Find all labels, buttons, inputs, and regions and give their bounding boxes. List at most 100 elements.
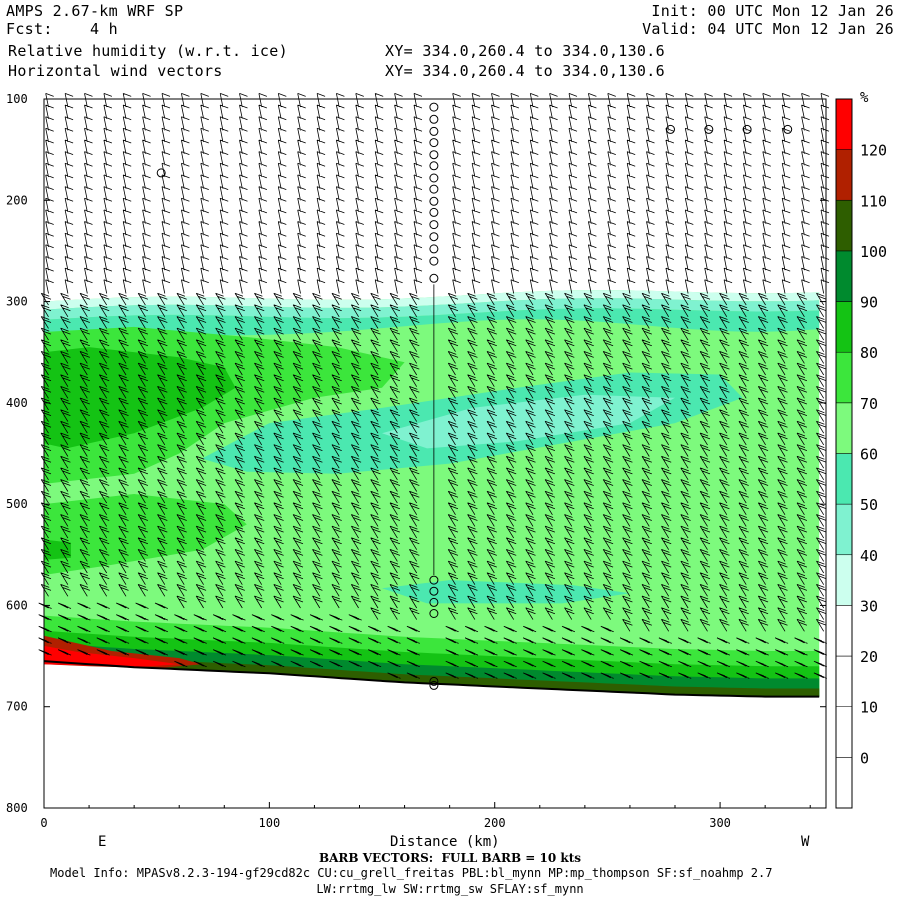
colorbar-tick-label: 0 — [860, 749, 869, 767]
forecast-hour: Fcst: 4 h — [6, 20, 118, 38]
calm-wind-marker — [429, 676, 439, 686]
y-tick-label: 800 — [6, 801, 28, 815]
colorbar-tick-label: 80 — [860, 344, 878, 362]
x-tick-label: 300 — [709, 816, 731, 830]
colorbar-segment — [835, 301, 853, 353]
calm-wind-layer — [156, 102, 793, 690]
rh-band-50-top — [44, 298, 820, 320]
colorbar-segment — [835, 655, 853, 707]
calm-wind-marker — [429, 138, 439, 148]
colorbar-tick-label: 100 — [860, 243, 887, 261]
rh-region-120-surface — [44, 645, 180, 668]
valid-time: Valid: 04 UTC Mon 12 Jan 26 — [642, 20, 894, 38]
model-info: Model Info: MPASv8.2.3-194-gf29cd82c CU:… — [50, 866, 773, 880]
colorbar-segment — [835, 200, 853, 252]
colorbar-frame — [835, 98, 853, 809]
calm-wind-marker — [429, 207, 439, 217]
colorbar-tick-label: 70 — [860, 395, 878, 413]
y-tick-label: 400 — [6, 396, 28, 410]
axes-layer: 100 200 300 400 500 600 700 800 0 100 200 300 — [6, 92, 827, 830]
calm-wind-marker — [742, 124, 752, 134]
calm-wind-marker — [704, 124, 714, 134]
calm-wind-marker — [429, 161, 439, 171]
colorbar-segment — [835, 402, 853, 454]
forecast-value: 4 h — [89, 20, 118, 38]
calm-wind-marker — [429, 609, 439, 618]
calm-wind-marker — [429, 575, 439, 585]
cross-section-coords-2: XY= 334.0,260.4 to 334.0,130.6 — [385, 62, 665, 80]
colorbar-segment — [835, 605, 853, 657]
x-axis-east-label: E — [98, 834, 107, 850]
colorbar-segment — [835, 98, 853, 150]
wind-barbs — [38, 93, 830, 679]
init-time: Init: 00 UTC Mon 12 Jan 26 — [651, 2, 894, 20]
calm-wind-marker — [429, 150, 439, 160]
rh-band-60-top — [44, 308, 820, 336]
x-tick-label: 200 — [484, 816, 506, 830]
calm-wind-marker — [429, 114, 439, 124]
x-tick-label: 0 — [40, 816, 47, 830]
y-tick-label: 500 — [6, 497, 28, 511]
calm-wind-marker — [156, 168, 166, 178]
colorbar-tick-label: 60 — [860, 446, 878, 464]
calm-wind-marker — [429, 680, 439, 690]
y-tick-label: 100 — [6, 92, 28, 106]
calm-wind-marker — [783, 124, 793, 134]
colorbar-segment — [835, 149, 853, 201]
colorbar-tick-label: 110 — [860, 192, 887, 210]
colorbar-segment — [835, 250, 853, 302]
calm-wind-marker — [429, 220, 439, 230]
calm-wind-marker — [429, 244, 439, 254]
colorbar-segment — [835, 503, 853, 555]
colorbar-layer: 0 10 20 30 40 50 60 70 80 90 100 110 120 — [835, 98, 887, 809]
y-tick-label: 200 — [6, 193, 28, 207]
colorbar-tick-label: 40 — [860, 547, 878, 565]
model-info-line2: LW:rrtmg_lw SW:rrtmg_sw SFLAY:sf_mynn — [316, 882, 584, 896]
colorbar-tick-label: 90 — [860, 294, 878, 312]
calm-wind-marker — [429, 256, 439, 266]
colorbar-tick-label: 50 — [860, 496, 878, 514]
calm-wind-marker — [429, 196, 439, 206]
field-name-rh: Relative humidity (w.r.t. ice) — [8, 42, 288, 60]
plot-frame — [43, 98, 827, 809]
calm-wind-marker — [666, 124, 675, 134]
calm-wind-marker — [429, 586, 439, 596]
colorbar-unit: % — [860, 90, 869, 106]
rh-band-40-top — [44, 290, 820, 310]
colorbar-segment — [835, 706, 853, 758]
calm-wind-marker — [429, 597, 439, 607]
rh-fill-layer — [43, 290, 820, 698]
calm-wind-marker — [429, 126, 439, 136]
x-axis-west-label: W — [801, 834, 810, 850]
x-axis-label: Distance (km) — [390, 834, 500, 850]
rh-region-50-mid — [382, 394, 675, 449]
calm-wind-marker — [429, 184, 439, 194]
rh-region-90-upper — [44, 347, 236, 449]
barb-legend: BARB VECTORS: FULL BARB = 10 kts — [318, 851, 582, 865]
rh-band-100-low — [44, 642, 820, 697]
colorbar-tick-label: 20 — [860, 648, 878, 666]
colorbar-segment — [835, 453, 853, 505]
cross-section-coords-1: XY= 334.0,260.4 to 334.0,130.6 — [385, 42, 665, 60]
colorbar-tick-label: 30 — [860, 597, 878, 615]
colorbar-segment — [835, 757, 853, 809]
y-tick-label: 300 — [6, 295, 28, 309]
x-tick-label: 100 — [259, 816, 281, 830]
y-tick-label: 600 — [6, 598, 28, 612]
y-tick-label: 700 — [6, 700, 28, 714]
rh-region-80-mid — [44, 494, 247, 575]
colorbar-tick-label: 10 — [860, 699, 878, 717]
model-title: AMPS 2.67-km WRF SP — [6, 2, 184, 20]
calm-wind-marker — [429, 173, 439, 183]
calm-wind-marker — [429, 273, 439, 283]
colorbar-tick-label: 120 — [860, 142, 887, 160]
forecast-label: Fcst: — [6, 20, 53, 38]
calm-wind-marker — [429, 232, 439, 242]
terrain-line — [43, 660, 820, 698]
colorbar-segment — [835, 351, 853, 404]
wind-barb-layer — [38, 93, 830, 679]
colorbar-segment — [835, 554, 853, 606]
calm-wind-marker — [429, 102, 439, 112]
field-name-wind: Horizontal wind vectors — [8, 62, 223, 80]
